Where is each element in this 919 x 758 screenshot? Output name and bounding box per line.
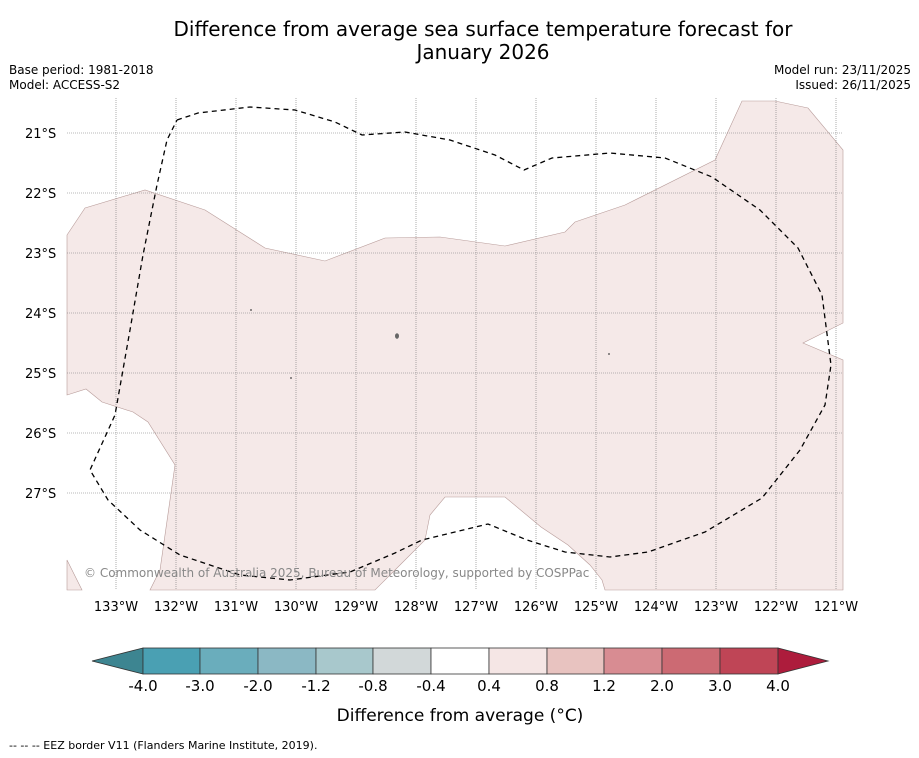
longitude-labels: 133°W 132°W 131°W 130°W 129°W 128°W 127°W 126°W… — [94, 600, 858, 615]
longitude-label: 121°W — [814, 600, 858, 615]
colorbar-tick-label: -4.0 — [128, 677, 157, 695]
eez-border — [89, 106, 832, 581]
latitude-label: 24°S — [25, 307, 56, 322]
latitude-labels: 21°S 22°S 23°S 24°S 25°S 26°S 27°S — [25, 127, 56, 502]
colorbar-tick-label: -3.0 — [185, 677, 214, 695]
longitude-label: 123°W — [694, 600, 738, 615]
longitude-label: 129°W — [334, 600, 378, 615]
colorbar-tick-label: 0.8 — [535, 677, 559, 695]
longitude-label: 133°W — [94, 600, 138, 615]
colorbar-extend-low — [91, 647, 144, 675]
colorbar[interactable] — [91, 647, 830, 675]
base-period: Base period: 1981-2018 — [9, 63, 154, 77]
latitude-label: 21°S — [25, 127, 56, 142]
colorbar-ticks: -4.0 -3.0 -2.0 -1.2 -0.8 -0.4 0.4 0.8 1.2 2.0 3.0 4… — [128, 677, 790, 695]
colorbar-tick-label: -0.4 — [416, 677, 445, 695]
title-line-1: Difference from average sea surface temp… — [173, 17, 793, 41]
anomaly-spot — [395, 333, 399, 339]
longitude-label: 126°W — [514, 600, 558, 615]
longitude-label: 124°W — [634, 600, 678, 615]
colorbar-swatch — [257, 647, 317, 675]
map-title: Difference from average sea surface temp… — [0, 18, 919, 64]
issued-date: Issued: 26/11/2025 — [795, 78, 911, 92]
colorbar-swatch — [488, 647, 548, 675]
colorbar-extend-high — [777, 647, 830, 675]
anomaly-region — [66, 100, 844, 591]
bottom-left-sliver — [66, 559, 83, 591]
colorbar-tick-label: -0.8 — [358, 677, 387, 695]
longitude-label: 128°W — [394, 600, 438, 615]
longitude-label: 132°W — [154, 600, 198, 615]
longitude-label: 125°W — [574, 600, 618, 615]
colorbar-swatch — [661, 647, 721, 675]
latitude-label: 27°S — [25, 487, 56, 502]
colorbar-tick-label: 2.0 — [650, 677, 674, 695]
longitude-label: 127°W — [454, 600, 498, 615]
colorbar-swatch — [603, 647, 663, 675]
map-plot-area — [66, 100, 844, 591]
colorbar-swatch — [546, 647, 605, 675]
anomaly-spot — [608, 353, 610, 355]
latitude-label: 25°S — [25, 367, 56, 382]
degree-unit: °C) — [556, 706, 583, 726]
anomaly-spot — [290, 377, 292, 379]
colorbar-tick-label: 3.0 — [708, 677, 732, 695]
eez-footnote: -- -- -- EEZ border V11 (Flanders Marine… — [9, 739, 318, 752]
left-metadata: Base period: 1981-2018 Model: ACCESS-S2 — [9, 63, 154, 93]
longitude-label: 131°W — [214, 600, 258, 615]
latitude-label: 22°S — [25, 187, 56, 202]
map-figure: © Commonwealth of Australia 2025, Bureau… — [25, 98, 858, 726]
right-metadata: Model run: 23/11/2025 Issued: 26/11/2025 — [774, 63, 911, 93]
title-line-2: January 2026 — [416, 40, 550, 64]
copyright-notice: © Commonwealth of Australia 2025, Bureau… — [84, 566, 589, 580]
latitude-label: 23°S — [25, 247, 56, 262]
model-run: Model run: 23/11/2025 — [773, 63, 911, 77]
model-name: Model: ACCESS-S2 — [9, 78, 121, 92]
colorbar-tick-label: 4.0 — [766, 677, 790, 695]
colorbar-tick-label: 1.2 — [592, 677, 616, 695]
colorbar-swatch — [142, 647, 201, 675]
colorbar-tick-label: 0.4 — [477, 677, 501, 695]
longitude-label: 130°W — [274, 600, 318, 615]
latitude-label: 26°S — [25, 427, 56, 442]
colorbar-swatch — [199, 647, 259, 675]
colorbar-tick-label: -2.0 — [243, 677, 272, 695]
colorbar-swatch — [719, 647, 779, 675]
colorbar-swatch — [315, 647, 374, 675]
colorbar-swatch — [430, 647, 490, 675]
colorbar-swatch — [372, 647, 432, 675]
colorbar-tick-label: -1.2 — [301, 677, 330, 695]
longitude-label: 122°W — [754, 600, 798, 615]
colorbar-label: Difference from average (°C) — [337, 706, 584, 726]
graticule — [67, 98, 843, 590]
anomaly-spot — [250, 309, 252, 311]
